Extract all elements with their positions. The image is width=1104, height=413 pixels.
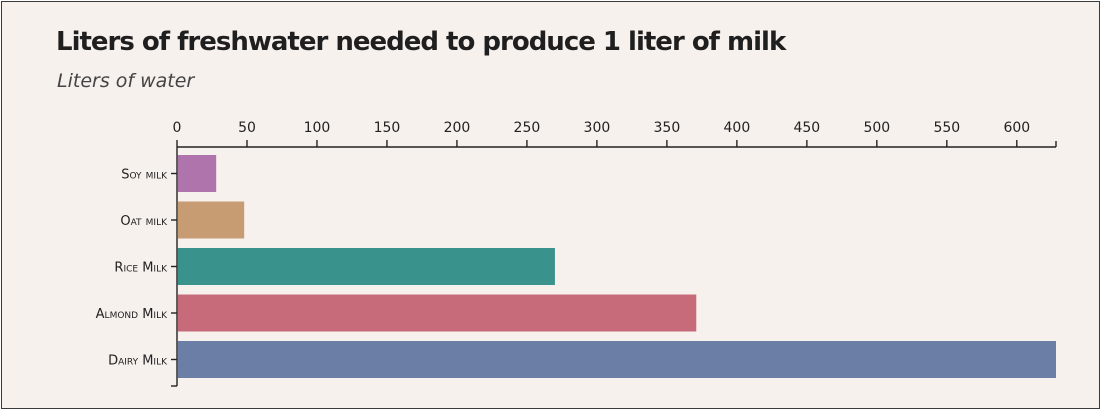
chart-subtitle: Liters of water xyxy=(57,70,195,92)
x-tick-label-12: 600 xyxy=(1003,120,1030,136)
x-tick-label-2: 100 xyxy=(304,120,331,136)
bar-1 xyxy=(177,201,245,239)
x-tick-label-8: 400 xyxy=(724,120,751,136)
bar-0 xyxy=(177,155,217,192)
category-label-1: Oat milk xyxy=(120,214,168,229)
chart-title: Liters of freshwater needed to produce 1… xyxy=(56,27,786,57)
x-tick-label-0: 0 xyxy=(173,120,182,136)
x-tick-label-6: 300 xyxy=(584,120,611,136)
x-tick-label-3: 150 xyxy=(374,120,401,136)
bar-2 xyxy=(177,248,555,285)
bar-3 xyxy=(177,294,697,332)
category-label-3: Almond Milk xyxy=(96,307,168,322)
bar-4 xyxy=(177,341,1056,378)
category-label-0: Soy milk xyxy=(121,168,168,183)
x-tick-label-10: 500 xyxy=(863,120,890,136)
category-label-4: Dairy Milk xyxy=(108,354,168,369)
x-tick-label-11: 550 xyxy=(933,120,960,136)
x-tick-label-4: 200 xyxy=(444,120,471,136)
x-tick-label-5: 250 xyxy=(514,120,541,136)
x-tick-label-1: 50 xyxy=(238,120,256,136)
x-tick-label-9: 450 xyxy=(793,120,820,136)
category-label-2: Rice Milk xyxy=(114,261,168,276)
x-tick-label-7: 350 xyxy=(654,120,681,136)
